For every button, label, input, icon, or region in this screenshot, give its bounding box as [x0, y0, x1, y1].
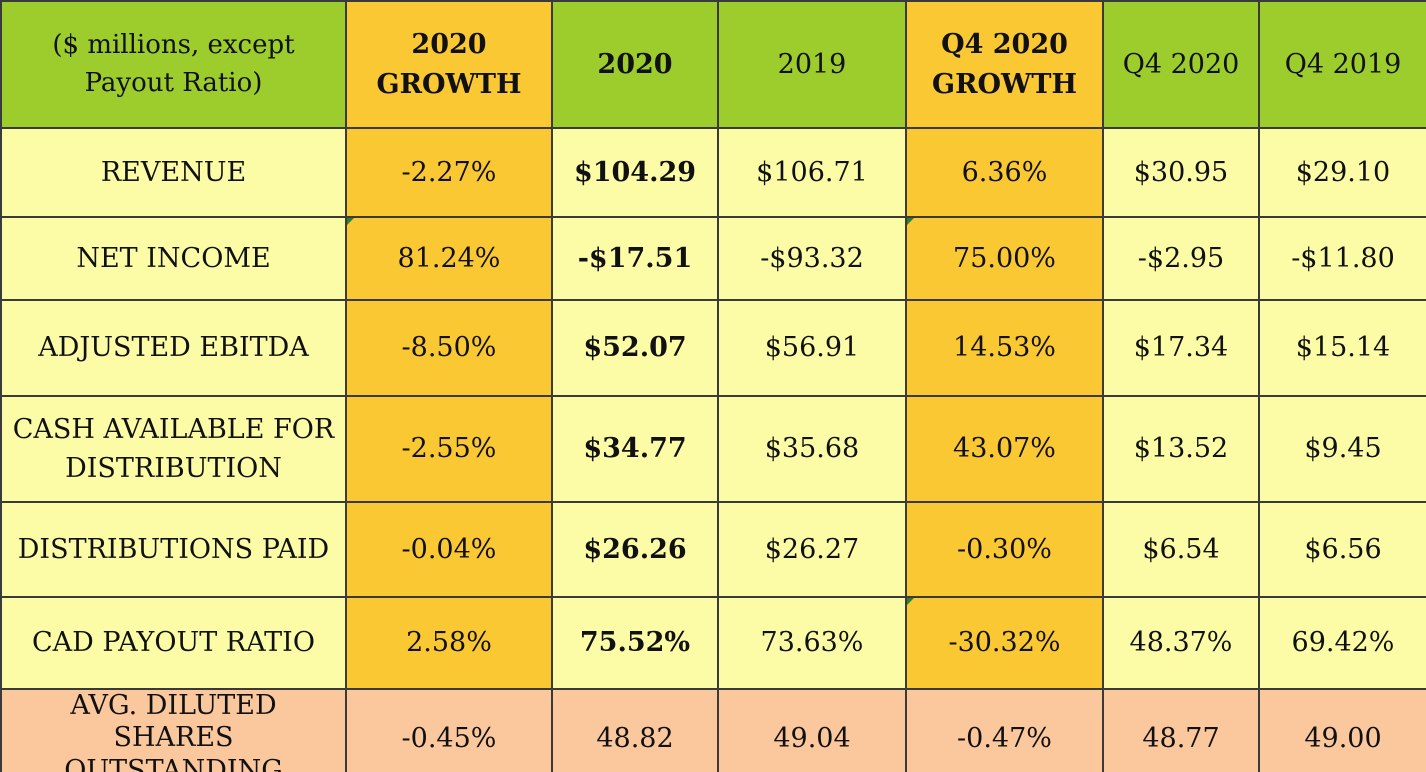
cell-q4-2020-growth: 14.53%: [905, 299, 1104, 397]
table-row: CASH AVAILABLE FOR DISTRIBUTION -2.55% $…: [0, 395, 1426, 503]
table-row: CAD PAYOUT RATIO 2.58% 75.52% 73.63% -30…: [0, 596, 1426, 690]
cell-2020-growth: -2.27%: [345, 127, 553, 218]
header-label: ($ millions, except Payout Ratio): [0, 0, 347, 129]
cell-q4-2020: 48.77: [1102, 687, 1260, 772]
cell-q4-2019: 49.00: [1258, 687, 1426, 772]
cell-2020-growth: -0.04%: [345, 501, 553, 598]
header-row: ($ millions, except Payout Ratio) 2020 G…: [0, 0, 1426, 129]
table-row: NET INCOME 81.24% -$17.51 -$93.32 75.00%…: [0, 216, 1426, 301]
table-row: REVENUE -2.27% $104.29 $106.71 6.36% $30…: [0, 127, 1426, 218]
cell-q4-2020-growth: -30.32%: [905, 596, 1104, 690]
header-q4-2019: Q4 2019: [1258, 0, 1426, 129]
cell-q4-2020: $30.95: [1102, 127, 1260, 218]
cell-2020-growth: -2.55%: [345, 395, 553, 503]
cell-2019: $56.91: [717, 299, 907, 397]
cell-2019: $26.27: [717, 501, 907, 598]
cell-2019: 73.63%: [717, 596, 907, 690]
table-row: ADJUSTED EBITDA -8.50% $52.07 $56.91 14.…: [0, 299, 1426, 397]
cell-2020-growth: -8.50%: [345, 299, 553, 397]
row-label: AVG. DILUTED SHARES OUTSTANDING: [0, 687, 347, 772]
row-label: CAD PAYOUT RATIO: [0, 596, 347, 690]
cell-2020: $26.26: [551, 501, 719, 598]
cell-q4-2019: $29.10: [1258, 127, 1426, 218]
cell-2020: $104.29: [551, 127, 719, 218]
header-2019: 2019: [717, 0, 907, 129]
row-label: ADJUSTED EBITDA: [0, 299, 347, 397]
cell-q4-2020-growth: 6.36%: [905, 127, 1104, 218]
cell-2020: $34.77: [551, 395, 719, 503]
row-label: CASH AVAILABLE FOR DISTRIBUTION: [0, 395, 347, 503]
cell-2020: -$17.51: [551, 216, 719, 301]
cell-q4-2019: $9.45: [1258, 395, 1426, 503]
cell-q4-2020: $6.54: [1102, 501, 1260, 598]
cell-q4-2019: $15.14: [1258, 299, 1426, 397]
header-2020-growth: 2020 GROWTH: [345, 0, 553, 129]
cell-2020-growth: 2.58%: [345, 596, 553, 690]
cell-value: 75.00%: [953, 242, 1056, 274]
cell-q4-2020-growth: -0.30%: [905, 501, 1104, 598]
cell-q4-2020: $17.34: [1102, 299, 1260, 397]
row-label: REVENUE: [0, 127, 347, 218]
cell-q4-2020: -$2.95: [1102, 216, 1260, 301]
cell-q4-2019: 69.42%: [1258, 596, 1426, 690]
cell-2020-growth: 81.24%: [345, 216, 553, 301]
comment-marker-icon: [907, 218, 914, 225]
cell-q4-2020: $13.52: [1102, 395, 1260, 503]
cell-q4-2019: $6.56: [1258, 501, 1426, 598]
table-row: DISTRIBUTIONS PAID -0.04% $26.26 $26.27 …: [0, 501, 1426, 598]
table-row: AVG. DILUTED SHARES OUTSTANDING -0.45% 4…: [0, 687, 1426, 772]
cell-value: 81.24%: [397, 242, 501, 274]
cell-value: -30.32%: [948, 627, 1061, 659]
comment-marker-icon: [907, 598, 914, 605]
cell-2019: -$93.32: [717, 216, 907, 301]
cell-q4-2020-growth: -0.47%: [905, 687, 1104, 772]
row-label: NET INCOME: [0, 216, 347, 301]
cell-2020: 48.82: [551, 687, 719, 772]
cell-2020-growth: -0.45%: [345, 687, 553, 772]
cell-2020: $52.07: [551, 299, 719, 397]
cell-q4-2020-growth: 75.00%: [905, 216, 1104, 301]
cell-q4-2020: 48.37%: [1102, 596, 1260, 690]
cell-q4-2020-growth: 43.07%: [905, 395, 1104, 503]
header-q4-2020-growth: Q4 2020 GROWTH: [905, 0, 1104, 129]
header-2020: 2020: [551, 0, 719, 129]
cell-2020: 75.52%: [551, 596, 719, 690]
cell-2019: $35.68: [717, 395, 907, 503]
cell-q4-2019: -$11.80: [1258, 216, 1426, 301]
comment-marker-icon: [347, 218, 354, 225]
row-label: DISTRIBUTIONS PAID: [0, 501, 347, 598]
cell-2019: 49.04: [717, 687, 907, 772]
header-q4-2020: Q4 2020: [1102, 0, 1260, 129]
cell-2019: $106.71: [717, 127, 907, 218]
